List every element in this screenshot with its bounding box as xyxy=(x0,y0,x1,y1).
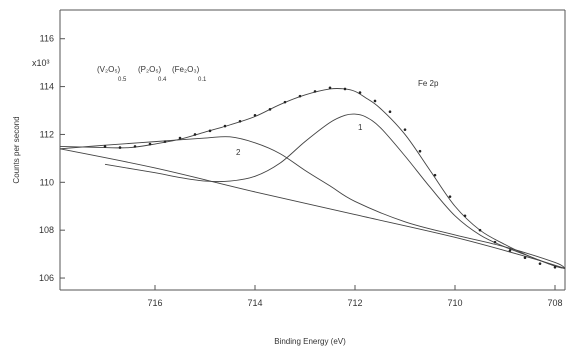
data-point xyxy=(538,262,542,265)
data-point xyxy=(553,265,557,269)
data-point xyxy=(493,240,497,244)
composition-label-v2o5: (V₂O₅) xyxy=(97,65,121,74)
y-multiplier: x10³ xyxy=(32,58,50,68)
x-ticks: 716 714 712 710 708 xyxy=(147,285,563,308)
data-point xyxy=(508,249,512,252)
data-point xyxy=(523,256,527,259)
y-tick-label: 114 xyxy=(40,82,54,92)
data-point xyxy=(373,99,377,103)
data-points xyxy=(103,86,557,269)
data-point xyxy=(313,90,317,93)
composition-label-fe2o3: (Fe₂O₃) xyxy=(172,65,200,74)
x-axis-title: Binding Energy (eV) xyxy=(274,337,346,346)
data-point xyxy=(478,228,482,232)
x-tick-label: 714 xyxy=(247,298,262,308)
peak-label-2: 2 xyxy=(236,148,241,157)
data-point xyxy=(463,214,467,218)
y-tick-label: 110 xyxy=(40,177,54,187)
data-point xyxy=(358,91,362,94)
x-tick-label: 716 xyxy=(147,298,162,308)
data-point xyxy=(343,87,347,91)
composition-value-p2o5: 0.4 xyxy=(158,77,167,83)
data-point xyxy=(118,146,122,149)
data-point xyxy=(178,136,182,140)
peak-label-1: 1 xyxy=(358,123,363,132)
data-point xyxy=(298,94,302,98)
background-line xyxy=(59,148,566,269)
x-tick-label: 708 xyxy=(547,298,562,308)
y-tick-label: 108 xyxy=(39,225,54,235)
data-point xyxy=(433,173,437,177)
data-point xyxy=(328,86,332,90)
data-point xyxy=(403,128,407,131)
component-curve-2 xyxy=(59,136,566,269)
data-point xyxy=(163,140,167,143)
y-tick-label: 106 xyxy=(39,273,54,283)
component-curve-1 xyxy=(104,113,566,269)
envelope-line xyxy=(59,87,566,269)
data-point xyxy=(208,129,212,133)
data-point xyxy=(268,108,272,111)
data-point xyxy=(253,113,257,117)
composition-value-fe2o3: 0.1 xyxy=(198,77,207,83)
y-ticks: 106 108 110 112 114 116 xyxy=(39,34,65,283)
data-point xyxy=(283,100,287,104)
data-point xyxy=(148,142,152,146)
data-point xyxy=(223,124,227,128)
spectrum-label: Fe 2p xyxy=(418,79,439,88)
y-tick-label: 116 xyxy=(40,34,54,44)
x-tick-label: 710 xyxy=(447,298,462,308)
data-point xyxy=(418,149,422,153)
x-tick-label: 712 xyxy=(347,298,362,308)
y-axis-title: Counts per second xyxy=(12,116,21,183)
data-point xyxy=(448,195,452,198)
data-point xyxy=(133,145,137,148)
data-point xyxy=(103,145,107,148)
data-point xyxy=(238,119,242,123)
plot-frame xyxy=(59,9,566,291)
data-point xyxy=(388,110,392,114)
y-tick-label: 112 xyxy=(40,129,54,139)
composition-value-v2o5: 0.5 xyxy=(118,77,127,83)
data-point xyxy=(193,133,197,136)
series-layer xyxy=(59,87,566,269)
composition-label-p2o5: (P₂O₅) xyxy=(138,65,162,74)
